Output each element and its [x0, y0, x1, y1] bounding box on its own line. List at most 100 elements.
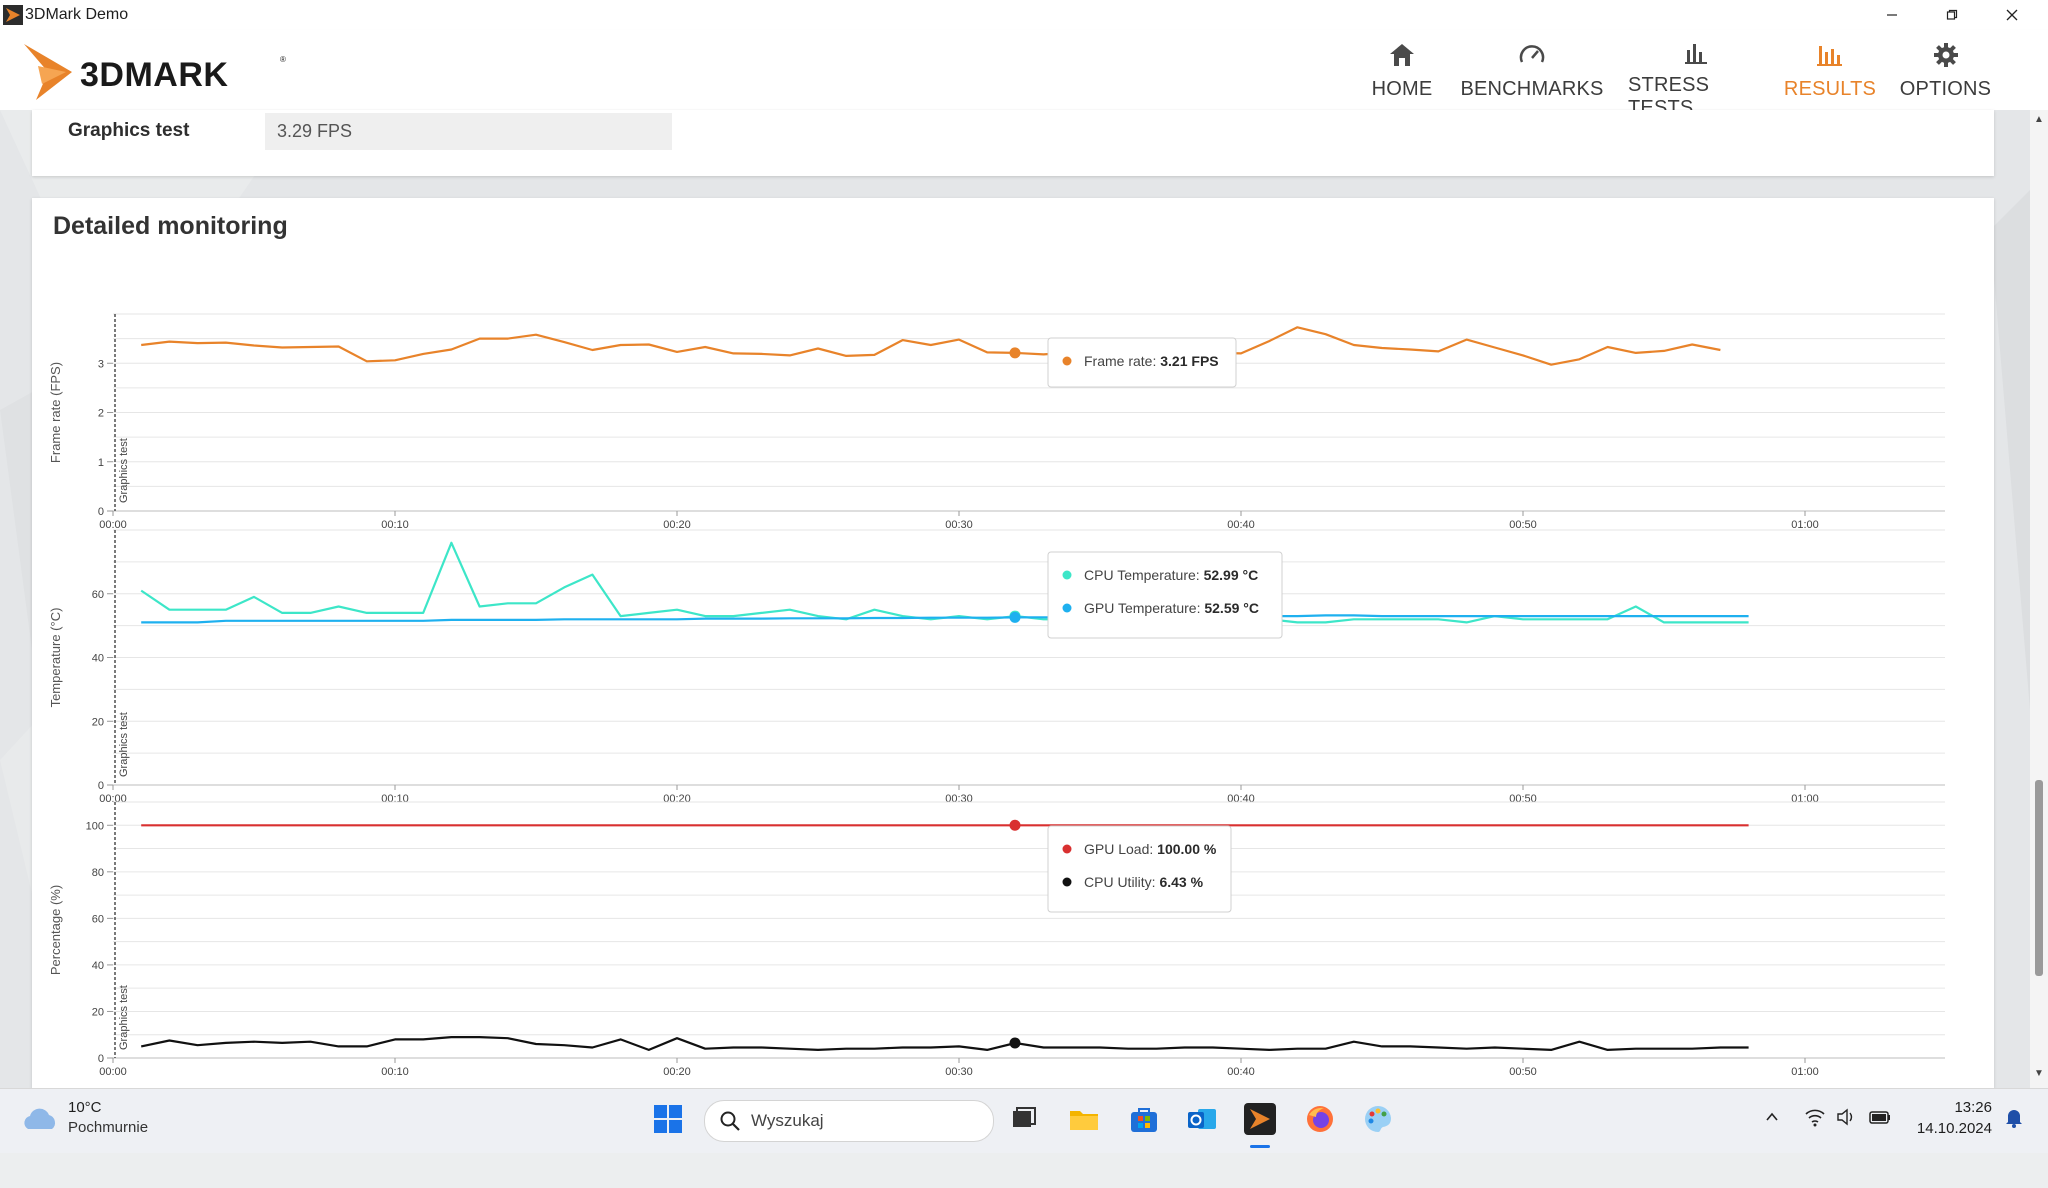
x-tick-label: 00:20 [663, 1066, 691, 1078]
result-summary-card: Graphics test 3.29 FPS [32, 110, 1994, 176]
page-scrollbar[interactable]: ▲ ▼ [2030, 110, 2048, 1088]
y-tick-label: 100 [86, 820, 104, 832]
wifi-icon[interactable] [1804, 1107, 1826, 1132]
volume-icon[interactable] [1836, 1107, 1858, 1132]
tooltip-text: CPU Utility: 6.43 % [1084, 874, 1204, 890]
app-header: 3DMARK ® HOME BENCHMARKS STRESS TESTS RE… [0, 30, 2048, 119]
nav-options[interactable]: OPTIONS [1898, 30, 1993, 110]
nav-benchmarks[interactable]: BENCHMARKS [1460, 30, 1604, 110]
y-tick-label: 0 [98, 780, 104, 792]
app-icon [3, 5, 23, 25]
outlook-icon[interactable] [1186, 1103, 1218, 1135]
x-tick-label: 01:00 [1791, 1066, 1819, 1078]
x-tick-label: 00:20 [663, 793, 691, 805]
series-line-gpu-temperature[interactable] [141, 614, 1749, 624]
system-clock[interactable]: 13:26 14.10.2024 [1902, 1099, 1992, 1137]
y-tick-label: 3 [98, 358, 104, 370]
tooltip-label: Frame rate: [1084, 353, 1160, 369]
y-tick-label: 0 [98, 506, 104, 518]
y-tick-label: 40 [92, 960, 104, 972]
series-line-frame-rate[interactable] [141, 326, 1721, 366]
x-tick-label: 00:10 [381, 519, 409, 531]
series-line-cpu-utility[interactable] [140, 1035, 1749, 1052]
nav-results[interactable]: RESULTS [1784, 30, 1876, 110]
3dmark-taskbar-icon[interactable] [1244, 1103, 1276, 1135]
tooltip-label: GPU Load: [1084, 841, 1157, 857]
tooltip-label: CPU Temperature: [1084, 567, 1204, 583]
series-line-cpu-temperature[interactable] [140, 541, 1749, 624]
show-hidden-icons-chevron-icon[interactable] [1764, 1109, 1780, 1130]
y-tick-label: 80 [92, 867, 104, 879]
tooltip-value: 52.99 °C [1204, 567, 1259, 583]
y-tick-label: 1 [98, 457, 104, 469]
restore-icon [1946, 9, 1958, 20]
scrollbar-thumb[interactable] [2035, 780, 2043, 976]
y-tick-label: 20 [92, 716, 104, 728]
tooltip-text: GPU Load: 100.00 % [1084, 841, 1217, 857]
x-tick-label: 00:50 [1509, 1066, 1537, 1078]
tooltip-legend-dot [1062, 844, 1072, 854]
nav-home[interactable]: HOME [1362, 30, 1442, 110]
weather-condition: Pochmurnie [68, 1119, 149, 1136]
microsoft-store-icon[interactable] [1128, 1103, 1160, 1135]
chart-tooltip [1047, 551, 1283, 639]
x-tick-label: 00:30 [945, 793, 973, 805]
tooltip-legend-dot [1062, 603, 1072, 613]
x-tick-label: 00:00 [99, 519, 127, 531]
tooltip-text: GPU Temperature: 52.59 °C [1084, 600, 1259, 616]
tooltip-text: Frame rate: 3.21 FPS [1084, 353, 1219, 369]
x-tick-label: 00:00 [99, 1066, 127, 1078]
x-tick-label: 00:40 [1227, 519, 1255, 531]
minimize-button[interactable] [1862, 0, 1922, 30]
x-tick-label: 01:00 [1791, 793, 1819, 805]
results-chart-icon [1816, 40, 1844, 70]
scroll-down-arrow-icon[interactable]: ▼ [2034, 1068, 2044, 1079]
restore-button[interactable] [1922, 0, 1982, 30]
x-tick-label: 00:30 [945, 1066, 973, 1078]
hover-point [1009, 1037, 1021, 1049]
tooltip-legend-dot [1062, 570, 1072, 580]
phase-marker-label: Graphics test [118, 712, 130, 777]
notification-bell-icon[interactable] [2004, 1107, 2024, 1134]
x-tick-label: 00:50 [1509, 519, 1537, 531]
nav-home-label: HOME [1371, 78, 1433, 100]
battery-icon[interactable] [1868, 1107, 1892, 1132]
phase-marker-label: Graphics test [118, 985, 130, 1050]
file-explorer-icon[interactable] [1068, 1103, 1100, 1135]
tooltip-label: GPU Temperature: [1084, 600, 1204, 616]
y-axis-title: Frame rate (FPS) [48, 362, 63, 463]
svg-text:®: ® [280, 55, 286, 64]
scroll-up-arrow-icon[interactable]: ▲ [2034, 114, 2044, 125]
tooltip-legend-dot [1062, 877, 1072, 887]
close-icon [2006, 9, 2018, 21]
paint-icon[interactable] [1362, 1103, 1394, 1135]
y-tick-label: 2 [98, 408, 104, 420]
taskbar-search[interactable]: Wyszukaj [704, 1100, 994, 1142]
nav-stress-tests[interactable]: STRESS TESTS [1628, 30, 1763, 119]
result-value: 3.29 FPS [265, 113, 672, 150]
search-icon [720, 1111, 740, 1131]
chart-tooltip [1047, 825, 1232, 913]
y-axis-title: Temperature (°C) [48, 608, 63, 708]
bar-chart-icon [1682, 40, 1710, 66]
clock-date: 14.10.2024 [1916, 1120, 1992, 1137]
search-placeholder: Wyszukaj [751, 1111, 824, 1130]
hover-point [1009, 611, 1021, 623]
x-tick-label: 01:00 [1791, 519, 1819, 531]
tooltip-legend-dot [1062, 356, 1072, 366]
y-tick-label: 40 [92, 653, 104, 665]
monitoring-charts[interactable]: 0 1 2 3 00:00 00:10 00:20 00:30 00:40 00:50 01:00 F… [32, 308, 1994, 1188]
x-tick-label: 00:20 [663, 519, 691, 531]
x-tick-label: 00:30 [945, 519, 973, 531]
task-view-icon[interactable] [1008, 1103, 1040, 1135]
x-tick-label: 00:50 [1509, 793, 1537, 805]
firefox-icon[interactable] [1304, 1103, 1336, 1135]
nav-options-label: OPTIONS [1899, 78, 1992, 100]
x-tick-label: 00:10 [381, 1066, 409, 1078]
windows-start-icon[interactable] [652, 1103, 684, 1135]
clock-time: 13:26 [1954, 1099, 1992, 1116]
tooltip-value: 6.43 % [1159, 874, 1203, 890]
nav-benchmarks-label: BENCHMARKS [1460, 78, 1604, 100]
tooltip-value: 3.21 FPS [1160, 353, 1218, 369]
close-button[interactable] [1982, 0, 2042, 30]
